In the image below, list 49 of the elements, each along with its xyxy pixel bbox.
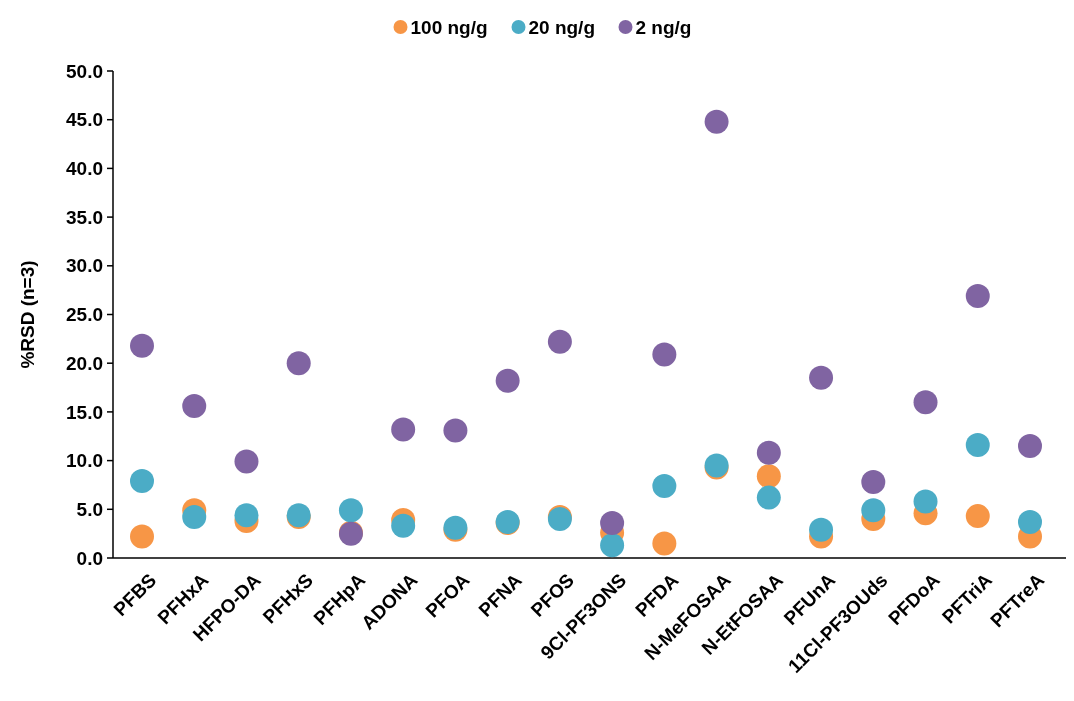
point xyxy=(547,329,572,354)
y-tick-label: 5.0 xyxy=(76,498,103,520)
point xyxy=(600,510,625,535)
y-tick-label: 25.0 xyxy=(66,304,103,326)
point xyxy=(1018,509,1042,534)
point xyxy=(652,473,677,498)
point xyxy=(1018,433,1042,458)
point xyxy=(443,418,468,443)
point xyxy=(809,517,834,542)
point xyxy=(913,489,938,514)
y-tick-label: 15.0 xyxy=(66,401,103,423)
point xyxy=(756,485,781,510)
point xyxy=(391,513,416,538)
y-tick-label: 40.0 xyxy=(66,158,103,180)
point xyxy=(652,531,677,556)
point xyxy=(338,498,363,523)
point xyxy=(495,368,520,393)
point xyxy=(756,464,781,489)
legend-label: 2 ng/g xyxy=(635,16,692,38)
point xyxy=(130,524,154,549)
point xyxy=(286,351,311,376)
point xyxy=(861,470,886,495)
legend-label: 20 ng/g xyxy=(528,16,596,38)
point xyxy=(756,440,781,465)
point xyxy=(965,283,990,308)
y-tick-label: 10.0 xyxy=(66,450,103,472)
point xyxy=(913,390,938,415)
point xyxy=(600,533,625,558)
legend-label: 100 ng/g xyxy=(410,16,488,38)
point xyxy=(652,342,677,367)
point xyxy=(965,433,990,458)
y-tick-label: 30.0 xyxy=(66,255,103,277)
point xyxy=(182,394,207,419)
point xyxy=(130,333,154,358)
point xyxy=(809,365,834,390)
point xyxy=(234,449,259,474)
y-tick-label: 35.0 xyxy=(66,206,103,228)
point xyxy=(704,109,729,134)
y-tick-label: 45.0 xyxy=(66,109,103,131)
point xyxy=(391,417,416,442)
point xyxy=(234,503,259,528)
point xyxy=(965,504,990,529)
point xyxy=(130,469,154,494)
y-tick-label: 0.0 xyxy=(76,547,103,569)
point xyxy=(182,505,207,530)
y-tick-label: 20.0 xyxy=(66,352,103,374)
point xyxy=(861,498,886,523)
y-axis-title: %RSD (n=3) xyxy=(17,260,38,369)
y-tick-label: 50.0 xyxy=(66,60,103,82)
